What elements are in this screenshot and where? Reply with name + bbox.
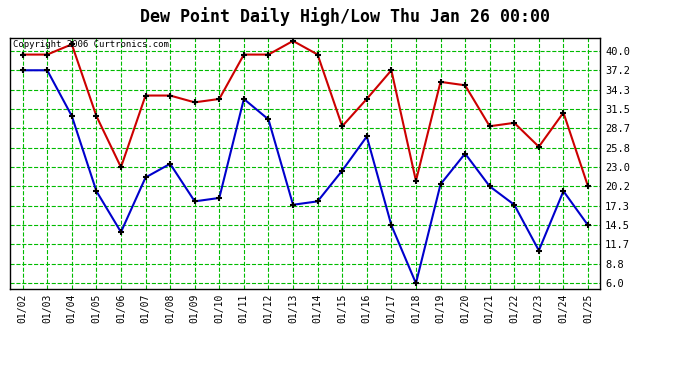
- Text: Dew Point Daily High/Low Thu Jan 26 00:00: Dew Point Daily High/Low Thu Jan 26 00:0…: [140, 8, 550, 27]
- Text: Copyright 2006 Curtronics.com: Copyright 2006 Curtronics.com: [13, 40, 169, 49]
